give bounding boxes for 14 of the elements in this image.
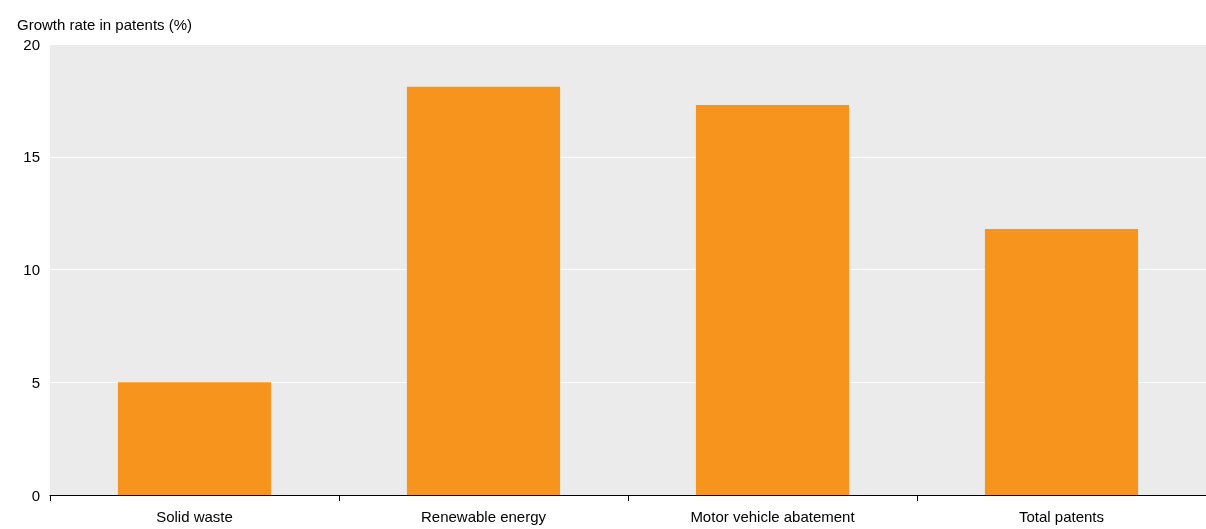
y-tick-label: 10 <box>23 261 40 278</box>
bar <box>406 86 561 495</box>
x-tick-label: Motor vehicle abatement <box>690 508 856 525</box>
y-axis-title: Growth rate in patents (%) <box>17 16 193 33</box>
x-tick-label: Renewable energy <box>420 508 547 525</box>
y-tick-label: 20 <box>23 35 40 53</box>
x-tick-label: Solid waste <box>156 508 233 525</box>
y-tick-label: 5 <box>31 373 40 391</box>
bar <box>984 228 1139 495</box>
bar <box>695 104 850 495</box>
y-tick-label: 0 <box>31 486 40 504</box>
y-tick-label: 15 <box>23 148 40 166</box>
x-tick-label: Total patents <box>1018 508 1105 525</box>
bar <box>117 382 272 495</box>
